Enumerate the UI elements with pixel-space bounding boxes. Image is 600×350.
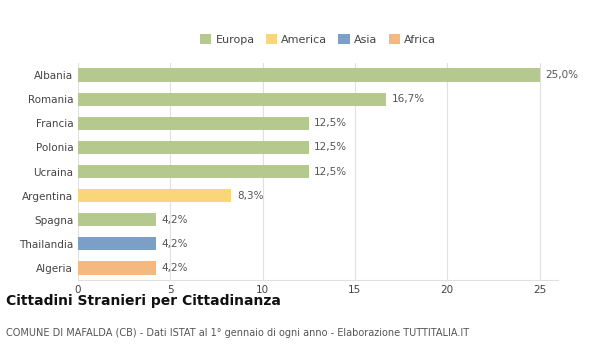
Text: 12,5%: 12,5% [314,118,347,128]
Text: 4,2%: 4,2% [161,215,188,225]
Bar [78,117,309,130]
Bar [78,141,309,154]
Text: COMUNE DI MAFALDA (CB) - Dati ISTAT al 1° gennaio di ogni anno - Elaborazione TU: COMUNE DI MAFALDA (CB) - Dati ISTAT al 1… [6,328,469,338]
Text: 25,0%: 25,0% [545,70,578,80]
Bar [78,189,231,202]
Bar [78,261,155,274]
Bar [78,237,155,251]
Legend: Europa, America, Asia, Africa: Europa, America, Asia, Africa [196,29,440,49]
Bar [78,165,309,178]
Text: 8,3%: 8,3% [237,191,263,201]
Text: Cittadini Stranieri per Cittadinanza: Cittadini Stranieri per Cittadinanza [6,294,281,308]
Text: 12,5%: 12,5% [314,167,347,176]
Text: 4,2%: 4,2% [161,263,188,273]
Bar [78,92,386,106]
Text: 12,5%: 12,5% [314,142,347,152]
Text: 16,7%: 16,7% [392,94,425,104]
Text: 4,2%: 4,2% [161,239,188,249]
Bar [78,213,155,226]
Bar [78,69,539,82]
